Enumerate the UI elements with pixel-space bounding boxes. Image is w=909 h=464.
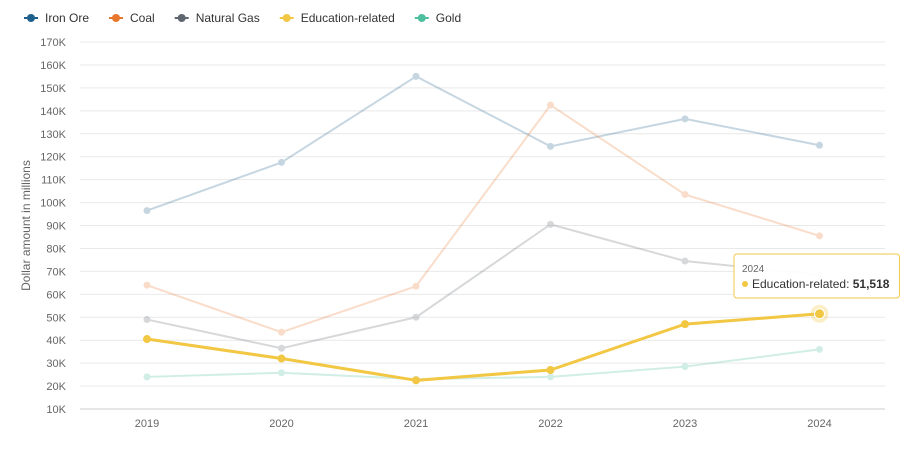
- series-coal: [143, 101, 823, 336]
- y-tick-label: 30K: [46, 358, 66, 370]
- y-axis: 10K 20K 30K 40K 50K 60K 70K 80K 90K 100K 110K 120K 1…: [40, 37, 66, 416]
- series-gold: [143, 345, 823, 383]
- x-tick-label: 2020: [269, 418, 293, 430]
- legend-label: Coal: [130, 11, 155, 25]
- data-point[interactable]: [681, 115, 689, 123]
- data-point[interactable]: [547, 220, 554, 228]
- series-line: [146, 75, 820, 212]
- data-point[interactable]: [412, 313, 420, 321]
- y-tick-label: 110K: [41, 175, 67, 187]
- legend-marker: [177, 14, 186, 22]
- data-point[interactable]: [681, 191, 689, 199]
- data-point[interactable]: [277, 354, 286, 363]
- hover-point[interactable]: [814, 308, 825, 320]
- y-tick-label: 140K: [40, 106, 66, 118]
- y-tick-label: 130K: [40, 129, 66, 141]
- legend-item[interactable]: Education-related: [279, 11, 395, 25]
- x-tick-label: 2019: [135, 418, 159, 430]
- data-point[interactable]: [143, 316, 151, 324]
- legend-label: Education-related: [301, 11, 395, 25]
- data-point[interactable]: [547, 142, 554, 150]
- legend-label: Gold: [436, 11, 461, 25]
- y-tick-label: 80K: [46, 243, 66, 255]
- series-group: [143, 72, 829, 385]
- tooltip: 2024 Education-related: 51,518: [733, 253, 900, 299]
- data-point[interactable]: [278, 369, 285, 377]
- legend-label: Iron Ore: [45, 11, 89, 25]
- data-point[interactable]: [278, 158, 285, 166]
- data-point[interactable]: [412, 72, 420, 80]
- y-tick-label: 40K: [46, 335, 66, 347]
- data-point[interactable]: [278, 344, 285, 352]
- tooltip-value: 51,518: [853, 277, 890, 291]
- tooltip-title: 2024: [742, 264, 765, 275]
- x-tick-label: 2021: [404, 418, 428, 430]
- y-tick-label: 70K: [46, 266, 66, 278]
- legend-item[interactable]: Natural Gas: [174, 11, 260, 25]
- tooltip-series-dot: [742, 281, 748, 287]
- y-tick-label: 60K: [46, 289, 66, 301]
- legend-marker: [417, 14, 426, 22]
- data-point[interactable]: [816, 232, 823, 240]
- data-point[interactable]: [816, 141, 823, 149]
- data-point[interactable]: [278, 328, 285, 336]
- y-tick-label: 120K: [40, 152, 66, 164]
- x-axis: 2019 2020 2021 2022 2023 2024: [135, 418, 832, 430]
- data-point[interactable]: [412, 282, 420, 290]
- x-tick-label: 2023: [673, 418, 697, 430]
- data-point[interactable]: [546, 366, 555, 375]
- legend-item[interactable]: Coal: [109, 11, 155, 25]
- data-point[interactable]: [681, 320, 689, 329]
- series-line: [146, 223, 820, 350]
- y-tick-label: 10K: [46, 404, 66, 416]
- tooltip-line: Education-related: 51,518: [752, 277, 890, 291]
- y-tick-label: 90K: [46, 221, 66, 233]
- y-tick-label: 150K: [40, 83, 66, 95]
- y-tick-label: 170K: [40, 37, 66, 49]
- data-point[interactable]: [816, 345, 823, 353]
- series-line: [146, 312, 820, 382]
- y-tick-label: 50K: [46, 312, 66, 324]
- legend-item[interactable]: Iron Ore: [24, 11, 89, 25]
- data-point[interactable]: [143, 207, 151, 215]
- data-point[interactable]: [143, 373, 151, 381]
- y-tick-label: 20K: [46, 381, 66, 393]
- series-iron-ore: [143, 72, 823, 215]
- legend-marker: [27, 14, 35, 22]
- legend-label: Natural Gas: [196, 11, 260, 25]
- y-axis-label: Dollar amount in millions: [19, 160, 33, 291]
- data-point[interactable]: [547, 373, 554, 381]
- tooltip-series-label: Education-related: [752, 277, 846, 291]
- series-natural-gas: [143, 220, 823, 352]
- data-point[interactable]: [143, 335, 151, 344]
- legend-marker: [112, 14, 121, 22]
- grid: [80, 41, 885, 410]
- tooltip-separator: :: [846, 277, 853, 291]
- data-point[interactable]: [681, 257, 689, 265]
- data-point[interactable]: [681, 363, 689, 371]
- y-tick-label: 100K: [40, 198, 66, 210]
- data-point[interactable]: [547, 101, 554, 109]
- legend: Iron Ore Coal Natural Gas Education-related…: [24, 11, 461, 25]
- series-education-related: [143, 309, 824, 385]
- legend-marker: [282, 14, 291, 22]
- data-point[interactable]: [412, 376, 420, 385]
- data-point[interactable]: [143, 281, 151, 289]
- series-line: [146, 104, 820, 334]
- x-tick-label: 2024: [807, 418, 831, 430]
- series-line: [146, 348, 820, 381]
- y-tick-label: 160K: [40, 60, 66, 72]
- tooltip-box: [733, 253, 900, 299]
- x-tick-label: 2022: [538, 418, 562, 430]
- legend-item[interactable]: Gold: [414, 11, 461, 25]
